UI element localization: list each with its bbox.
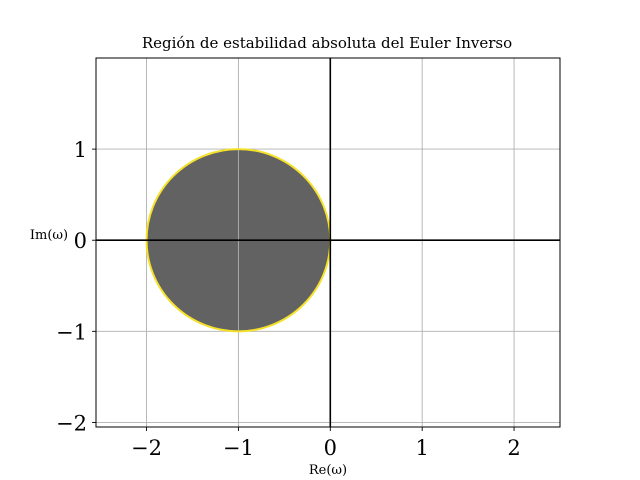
zero-axes — [96, 58, 560, 427]
y-tick-label: 0 — [74, 229, 87, 253]
plot-frame — [95, 57, 561, 428]
x-axis-label: Re(ω) — [309, 463, 347, 478]
chart-title: Región de estabilidad absoluta del Euler… — [142, 34, 512, 52]
x-tick-label: −1 — [223, 436, 254, 460]
y-tick-label: −1 — [56, 320, 87, 344]
ticks: −2 −1 0 1 2 −2 −1 0 1 — [56, 138, 521, 460]
y-tick-label: −2 — [56, 411, 87, 435]
x-tick-label: 2 — [507, 436, 520, 460]
y-axis-label: Im(ω) — [30, 228, 68, 243]
y-tick-label: 1 — [74, 138, 87, 162]
x-tick-label: 1 — [415, 436, 428, 460]
x-tick-label: −2 — [131, 436, 162, 460]
x-tick-label: 0 — [324, 436, 337, 460]
